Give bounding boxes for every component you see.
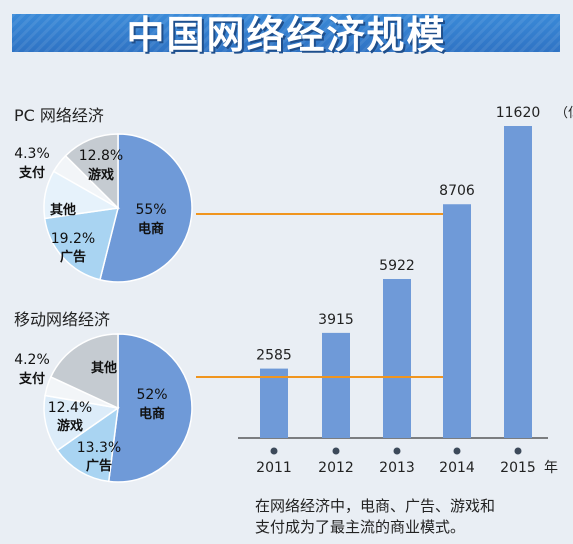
x-tick-label-2012: 2012	[318, 460, 354, 476]
bar-2014	[443, 204, 471, 438]
pc-label-games-value: 12.8%	[79, 148, 123, 164]
mobile-label-ads-value: 13.3%	[77, 440, 121, 456]
x-unit-label: 年	[544, 460, 558, 476]
page-title: 中国网络经济规模	[126, 13, 447, 57]
pc-pie-slice-广告	[43, 207, 119, 281]
title-banner: 中国网络经济规模	[0, 0, 573, 64]
bar-value-label-2013: 5922	[379, 258, 415, 274]
mobile-pie-slice-广告	[56, 406, 119, 483]
bar-value-label-2012: 3915	[318, 312, 354, 328]
bar-2015	[504, 126, 532, 438]
pc-label-games-name: 游戏	[88, 167, 114, 183]
tick-dot-2011	[270, 447, 278, 455]
pc-pie-slice-电商	[99, 133, 193, 283]
y-unit-label: （亿元）	[555, 106, 573, 121]
x-tick-label-2014: 2014	[439, 460, 475, 476]
mobile-label-games-name: 游戏	[57, 418, 83, 434]
x-tick-label-2013: 2013	[379, 460, 415, 476]
mobile-pie-slice-其他	[49, 333, 119, 410]
pc-label-payment-value: 4.3%	[14, 146, 50, 162]
bar-value-label-2015: 11620	[496, 105, 541, 121]
bar-2013	[383, 278, 411, 438]
caption-line-1: 在网络经济中，电商、广告、游戏和	[255, 497, 495, 515]
pc-label-ecommerce-value: 55%	[135, 202, 166, 218]
mobile-label-games-value: 12.4%	[48, 400, 92, 416]
mobile-pie-slice-游戏	[43, 394, 120, 452]
tick-dot-2014	[453, 447, 461, 455]
pc-label-ads-name: 广告	[60, 249, 86, 265]
pc-label-ecommerce-name: 电商	[138, 221, 164, 237]
tick-dot-2013	[393, 447, 401, 455]
mobile-label-payment-name: 支付	[18, 371, 45, 387]
tick-dot-2012	[332, 447, 340, 455]
caption-line-2: 支付成为了最主流的商业模式。	[255, 518, 465, 536]
mobile-pie-slice-电商	[107, 333, 193, 483]
pc-label-payment-name: 支付	[18, 165, 45, 181]
pc-pie-title: PC 网络经济	[14, 106, 104, 125]
pc-label-other-name: 其他	[50, 202, 76, 218]
x-tick-label-2015: 2015	[500, 460, 536, 476]
mobile-pie-title: 移动网络经济	[14, 310, 110, 329]
mobile-label-ecommerce-name: 电商	[139, 406, 165, 422]
mobile-label-ads-name: 广告	[86, 458, 112, 474]
mobile-label-ecommerce-value: 52%	[136, 387, 167, 403]
mobile-label-other-name: 其他	[91, 360, 117, 376]
pc-pie-slice-游戏	[64, 133, 119, 210]
tick-dot-2015	[514, 447, 522, 455]
bar-value-label-2014: 8706	[439, 183, 475, 199]
bar-value-label-2011: 2585	[256, 348, 292, 364]
bar-2011	[260, 368, 288, 438]
bar-2012	[322, 332, 350, 438]
title-band	[12, 14, 560, 52]
mobile-label-payment-value: 4.2%	[14, 352, 50, 368]
pc-label-ads-value: 19.2%	[51, 231, 95, 247]
x-tick-label-2011: 2011	[256, 460, 292, 476]
title-band-stripes	[12, 14, 560, 52]
